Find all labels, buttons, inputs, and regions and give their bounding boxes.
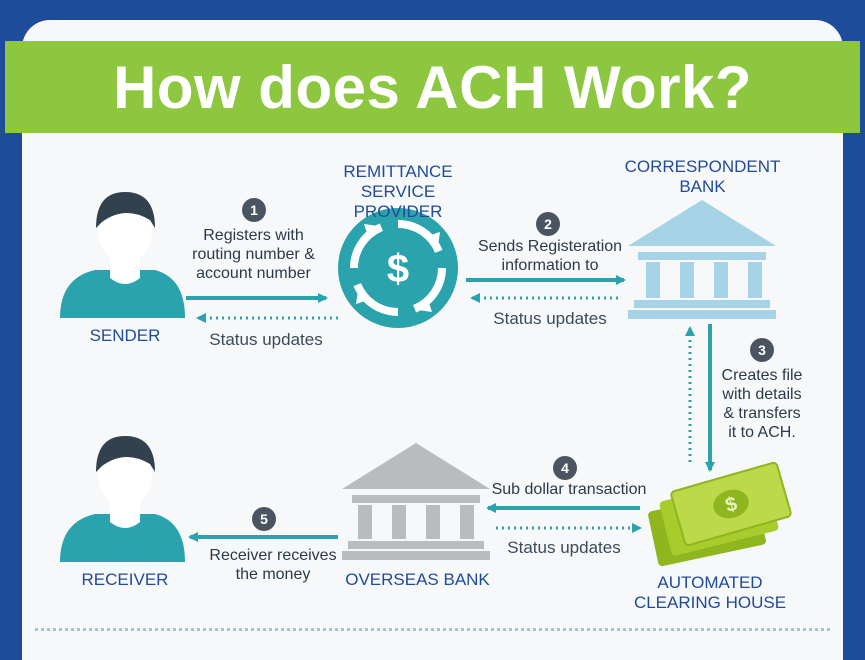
status-updates-4: Status updates <box>507 538 621 557</box>
step-1-line-3: account number <box>196 265 311 282</box>
correspondent-label-line-2: BANK <box>679 177 726 196</box>
money-stack-icon: $ <box>648 461 792 567</box>
diagram-graphics: $ $ <box>60 192 792 567</box>
step-1-number: 1 <box>242 198 266 222</box>
step-2-number: 2 <box>536 212 560 236</box>
step-5-text: Receiver receives the money <box>198 546 348 584</box>
step-3-line-2: with details <box>722 386 802 403</box>
step-4-line-1: Sub dollar transaction <box>491 481 647 498</box>
step-2-line-2: information to <box>501 257 599 274</box>
title-banner: How does ACH Work? <box>5 41 860 133</box>
remittance-label-line-1: REMITTANCE <box>343 162 453 181</box>
ach-label: AUTOMATED CLEARING HOUSE <box>630 573 790 613</box>
bottom-divider <box>35 628 830 631</box>
step-3-number: 3 <box>750 338 774 362</box>
page-title: How does ACH Work? <box>112 53 753 121</box>
correspondent-label-line-1: CORRESPONDENT <box>624 157 781 176</box>
overseas-bank-label: OVERSEAS BANK <box>345 570 490 589</box>
step-3-line-3: & transfers <box>723 405 801 422</box>
step-2-line-1: Sends Registeration <box>477 238 623 255</box>
correspondent-label: CORRESPONDENT BANK <box>620 157 785 197</box>
remittance-icon: $ <box>338 208 458 328</box>
sender-icon <box>60 192 185 318</box>
status-updates-2: Status updates <box>493 309 607 328</box>
step-4-text: Sub dollar transaction <box>486 480 652 499</box>
status-updates-1: Status updates <box>209 330 323 349</box>
correspondent-bank-icon <box>628 200 776 319</box>
receiver-icon <box>60 436 185 562</box>
remittance-label-line-2: SERVICE PROVIDER <box>353 182 443 221</box>
remittance-label: REMITTANCE SERVICE PROVIDER <box>318 162 478 222</box>
step-3-line-4: it to ACH. <box>728 424 796 441</box>
overseas-bank-icon <box>342 443 490 560</box>
sender-label: SENDER <box>89 326 161 345</box>
step-2-text: Sends Registeration information to <box>466 237 634 275</box>
step-1-text: Registers with routing number & account … <box>176 226 331 283</box>
step-1-line-1: Registers with <box>203 227 304 244</box>
svg-text:$: $ <box>387 247 409 291</box>
ach-label-line-2: CLEARING HOUSE <box>633 593 787 612</box>
step-5-line-2: the money <box>235 566 311 583</box>
step-3-line-1: Creates file <box>721 367 803 384</box>
step-3-text: Creates file with details & transfers it… <box>712 366 812 442</box>
step-5-number: 5 <box>252 507 276 531</box>
step-5-line-1: Receiver receives <box>209 547 337 564</box>
ach-label-line-1: AUTOMATED <box>657 573 763 592</box>
receiver-label: RECEIVER <box>81 570 169 589</box>
step-1-line-2: routing number & <box>192 246 315 263</box>
step-4-number: 4 <box>553 456 577 480</box>
